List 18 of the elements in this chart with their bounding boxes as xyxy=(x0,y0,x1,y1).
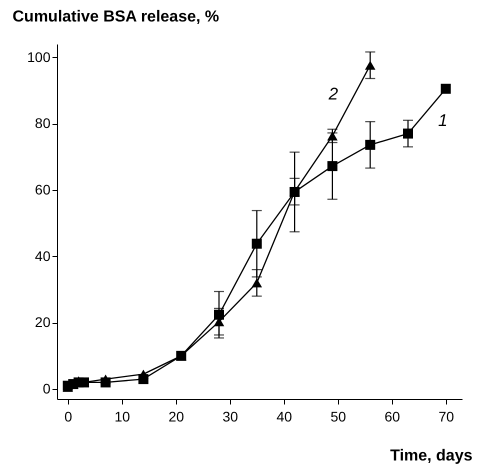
x-tick-label: 20 xyxy=(168,408,184,424)
y-tick-label: 40 xyxy=(34,248,51,264)
y-tick-label: 60 xyxy=(34,181,51,198)
y-tick-label: 80 xyxy=(34,115,51,132)
x-axis-title: Time, days xyxy=(390,448,473,464)
y-tick-label: 20 xyxy=(34,314,51,330)
x-tick-label: 30 xyxy=(222,408,238,424)
series-label: 1 xyxy=(438,111,448,130)
x-tick-label: 50 xyxy=(330,408,346,424)
series-label: 2 xyxy=(328,84,339,104)
x-tick-label: 40 xyxy=(276,408,292,424)
x-tick-label: 0 xyxy=(64,408,72,424)
x-tick-label: 70 xyxy=(438,408,454,424)
x-tick-label: 10 xyxy=(114,408,130,424)
y-tick-label: 0 xyxy=(42,380,51,397)
y-axis-title: Cumulative BSA release, % xyxy=(12,8,220,26)
y-tick-label: 100 xyxy=(27,48,51,65)
x-tick-label: 60 xyxy=(384,408,400,424)
